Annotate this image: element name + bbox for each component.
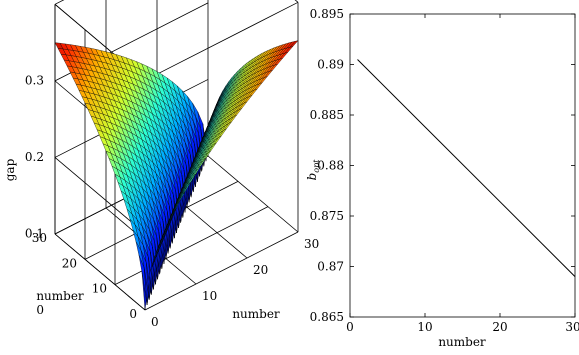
x-tick-label: 10 (202, 289, 217, 303)
floor-grid-y (144, 231, 299, 311)
y-tick-label: 30 (32, 231, 47, 245)
y-tick-label: 20 (62, 256, 77, 270)
line-plot: 0.865 0.87 0.875 0.88 0.885 0.89 0.895 0 10 20 30… (305, 7, 579, 349)
x-tick-label-2d: 0 (346, 320, 354, 334)
x-tick-label: 20 (253, 263, 268, 277)
y-tick-label: 10 (92, 282, 107, 296)
x-tick-label-2d: 20 (492, 320, 507, 334)
y-axis-label: number (36, 289, 84, 303)
top-edge-front (144, 1, 299, 81)
y-label-subscript: opt (312, 159, 321, 173)
surface-plot-3d: 0 0.1 0.2 0.3 0 10 20 30 0 10 20 30 gap number numb… (3, 0, 319, 329)
y-label-main: b (305, 173, 319, 181)
y-axis-label-2d: bopt (305, 159, 321, 181)
y-tick-label-2d: 0.87 (317, 260, 344, 274)
surface-mesh (54, 40, 299, 311)
z-tick-label: 0.3 (25, 73, 44, 87)
floor-grid-x (207, 155, 299, 233)
z-tick-label: 0 (36, 303, 44, 317)
series-line (357, 59, 576, 277)
y-tick-label-2d: 0.895 (310, 7, 344, 21)
line-plot-x-ticks: 0 10 20 30 (346, 14, 579, 334)
left-wall-grid-z (54, 233, 146, 311)
z-tick-label: 0.1 (25, 226, 44, 240)
right-wall-grid-z (54, 0, 65, 5)
x-tick-label-2d: 30 (565, 320, 579, 334)
top-edge-right (294, 0, 299, 3)
y-tick-label-2d: 0.875 (310, 209, 344, 223)
y-tick-label-2d: 0.865 (310, 310, 344, 324)
left-wall-grid-z (54, 157, 146, 234)
surface-tick-labels: 0 0.1 0.2 0.3 0 10 20 30 0 10 20 30 (25, 73, 319, 329)
surface-patch (289, 40, 299, 48)
z-axis-label: gap (3, 158, 17, 181)
line-plot-y-ticks: 0.865 0.87 0.875 0.88 0.885 0.89 0.895 (310, 7, 575, 324)
y-tick-label-2d: 0.88 (317, 159, 344, 173)
x-tick-label: 30 (304, 237, 319, 251)
z-tick-label: 0.2 (25, 150, 44, 164)
floor-grid-y (114, 206, 269, 286)
svg-text:bopt: bopt (305, 159, 321, 181)
x-axis-label-2d: number (438, 335, 486, 349)
y-tick-label-2d: 0.885 (310, 108, 344, 122)
x-axis-label: number (232, 307, 280, 321)
line-plot-frame (349, 13, 576, 318)
x-tick-label-2d: 10 (417, 320, 432, 334)
x-tick-label: 0 (151, 315, 159, 329)
y-tick-label: 0 (129, 307, 137, 321)
y-tick-label-2d: 0.89 (317, 58, 344, 72)
